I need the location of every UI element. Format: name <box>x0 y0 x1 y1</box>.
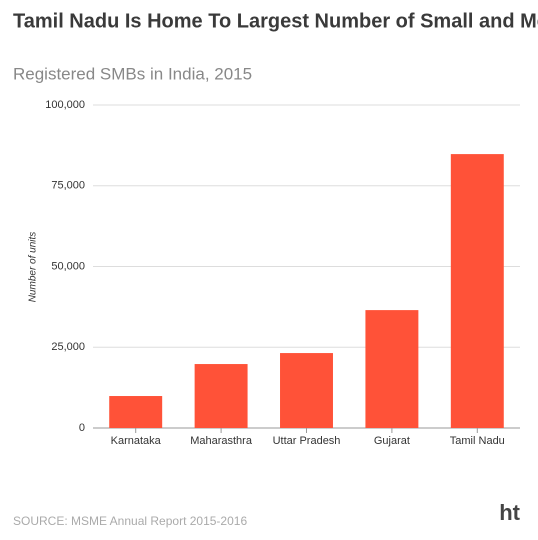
bar <box>365 310 419 428</box>
chart-subtitle: Registered SMBs in India, 2015 <box>13 64 252 83</box>
x-tick-label: Tamil Nadu <box>450 435 505 447</box>
y-axis-label: Number of units <box>28 232 39 303</box>
y-tick-label: 100,000 <box>45 99 85 111</box>
x-tick-label: Uttar Pradesh <box>273 435 341 447</box>
bar <box>450 154 504 428</box>
x-tick-label: Maharasthra <box>190 435 253 447</box>
bar <box>280 353 333 428</box>
x-tick-label: Gujarat <box>374 435 410 447</box>
y-tick-label: 50,000 <box>51 260 85 272</box>
source: SOURCE: MSME Annual Report 2015-2016 <box>13 514 247 528</box>
y-tick-label: 75,000 <box>51 180 85 192</box>
y-tick-label: 25,000 <box>51 341 85 353</box>
y-tick-label: 0 <box>79 422 85 434</box>
x-tick-label: Karnataka <box>111 435 162 447</box>
bar <box>194 364 248 428</box>
logo: ht <box>499 500 520 525</box>
chart-title: Tamil Nadu Is Home To Largest Number of … <box>13 10 538 32</box>
bar <box>109 396 163 428</box>
